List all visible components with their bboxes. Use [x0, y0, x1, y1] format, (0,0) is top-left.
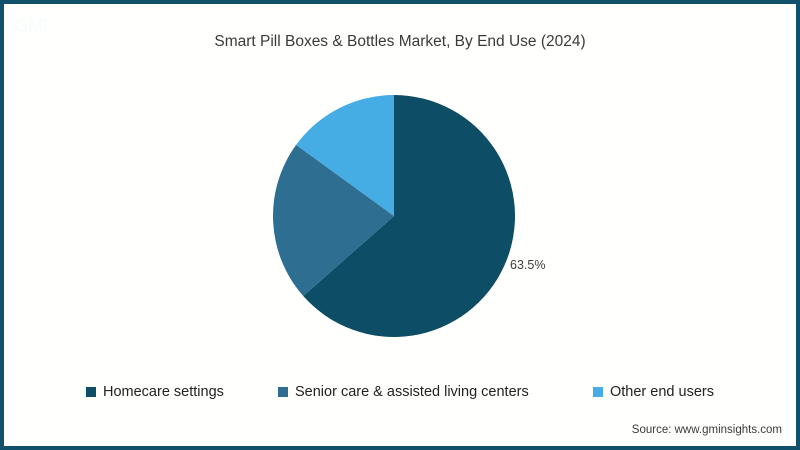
legend-swatch-icon-homecare-settings [86, 387, 96, 397]
legend-item-senior-care-assisted-living-centers[interactable]: Senior care & assisted living centers [278, 380, 529, 404]
pie-slice-homecare-settings[interactable] [303, 95, 515, 337]
pie-chart [273, 95, 515, 337]
source-attribution: Source: www.gminsights.com [631, 424, 782, 436]
chart-legend: Homecare settings Senior care & assisted… [4, 380, 796, 404]
pie-data-label-homecare-settings: 63.5% [510, 258, 546, 272]
legend-label-other-end-users: Other end users [610, 383, 714, 400]
gmi-watermark: GMI [14, 16, 48, 37]
pie-svg [273, 95, 515, 337]
legend-swatch-icon-other-end-users [593, 387, 603, 397]
legend-label-senior-care-assisted-living-centers: Senior care & assisted living centers [295, 383, 529, 400]
legend-label-homecare-settings: Homecare settings [103, 383, 224, 400]
pie-slice-senior-care-assisted-living-centers[interactable] [273, 144, 394, 297]
pie-slice-other-end-users[interactable] [296, 95, 394, 216]
legend-item-other-end-users[interactable]: Other end users [593, 380, 714, 404]
legend-item-homecare-settings[interactable]: Homecare settings [86, 380, 224, 404]
legend-swatch-icon-senior-care-assisted-living-centers [278, 387, 288, 397]
chart-title: Smart Pill Boxes & Bottles Market, By En… [214, 33, 586, 50]
